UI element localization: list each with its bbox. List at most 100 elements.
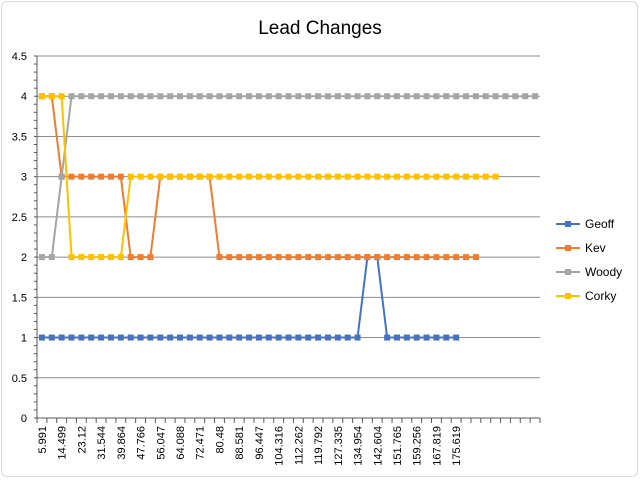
data-point [127,93,134,100]
data-point [334,334,341,341]
data-point [88,254,95,261]
data-point [433,93,440,100]
data-point [226,254,233,261]
data-point [295,334,302,341]
data-point [334,93,341,100]
data-point [492,93,499,100]
data-point [98,334,105,341]
data-point [58,334,65,341]
data-point [98,173,105,180]
data-point [384,173,391,180]
data-point [443,334,450,341]
legend-label: Woody [585,265,622,279]
data-point [305,334,312,341]
data-point [137,173,144,180]
data-point [236,93,243,100]
data-point [38,334,45,341]
data-point [246,254,253,261]
data-point [393,93,400,100]
series-woody [38,93,539,261]
data-point [334,173,341,180]
data-point [196,173,203,180]
data-point [265,173,272,180]
data-point [107,173,114,180]
legend-entry-corky: Corky [556,289,616,303]
data-point [68,334,75,341]
data-point [177,334,184,341]
data-point [127,173,134,180]
x-tick-label: 31.544 [96,426,108,460]
data-point [98,93,105,100]
x-tick-label: 56.047 [155,426,167,460]
data-point [186,334,193,341]
y-tick-label: 2 [21,252,27,264]
data-point [275,254,282,261]
data-point [236,334,243,341]
data-point [117,254,124,261]
data-point [532,93,539,100]
data-point [167,173,174,180]
data-point [285,334,292,341]
y-tick-label: 4 [21,91,27,103]
legend-entry-kev: Kev [556,241,606,255]
data-point [88,334,95,341]
data-point [344,254,351,261]
data-point [98,254,105,261]
data-point [275,173,282,180]
data-point [78,93,85,100]
data-point [374,173,381,180]
data-point [443,93,450,100]
data-point [463,93,470,100]
data-point [147,93,154,100]
x-tick-label: 5.991 [37,426,49,454]
y-tick-label: 3 [21,172,27,184]
y-tick-label: 4.5 [12,51,27,63]
legend-entry-woody: Woody [556,265,622,279]
data-point [393,173,400,180]
legend: Geoff Kev Woody Corky [556,217,622,303]
data-point [512,93,519,100]
data-point [107,93,114,100]
x-tick-label: 80.48 [214,426,226,454]
data-point [236,254,243,261]
y-tick-label: 1 [21,333,27,345]
data-point [433,173,440,180]
x-tick-label: 119.792 [313,426,325,465]
data-point [393,254,400,261]
data-point [236,173,243,180]
data-point [167,334,174,341]
data-point [463,173,470,180]
data-point [413,93,420,100]
y-tick-label: 0.5 [12,373,27,385]
x-tick-label: 167.819 [431,426,443,466]
x-tick-label: 112.262 [293,426,305,465]
data-point [295,254,302,261]
data-point [48,254,55,261]
data-point [216,334,223,341]
x-tick-label: 151.765 [392,426,404,466]
data-point [78,173,85,180]
chart-title: Lead Changes [258,18,382,39]
data-point [38,254,45,261]
x-tick-label: 72.471 [195,426,207,460]
legend-swatch-marker [565,269,571,275]
data-point [78,334,85,341]
data-point [226,93,233,100]
x-tick-label: 142.604 [372,426,384,466]
data-point [305,93,312,100]
data-point [423,93,430,100]
x-tick-label: 104.316 [274,426,286,466]
data-point [206,93,213,100]
data-point [324,254,331,261]
data-point [68,173,75,180]
data-point [522,93,529,100]
data-point [275,93,282,100]
data-point [423,173,430,180]
data-point [423,334,430,341]
data-point [384,334,391,341]
x-tick-label: 47.766 [136,426,148,460]
data-point [433,334,440,341]
